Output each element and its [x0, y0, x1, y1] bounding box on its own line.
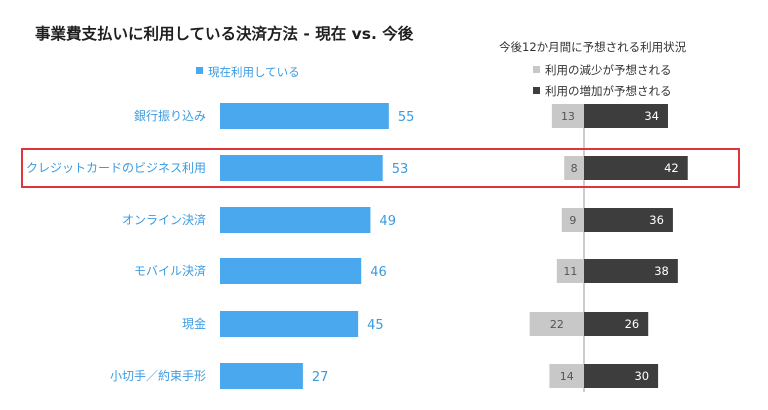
current-value-row-4: 46: [370, 265, 387, 280]
current-bar-row-4: [220, 258, 362, 284]
decrease-bar-row-5: [529, 312, 584, 336]
category-label-row-4: モバイル決済: [134, 263, 206, 278]
decrease-value-row-4: 11: [563, 265, 577, 278]
decrease-bar-row-4: [556, 259, 584, 283]
category-label-row-2: クレジットカードのビジネス利用: [26, 161, 206, 175]
increase-value-row-1: 34: [644, 109, 659, 123]
legend-decrease-swatch: [533, 66, 540, 73]
legend-decrease: 利用の減少が予想される: [533, 62, 672, 78]
current-value-row-3: 49: [379, 214, 396, 229]
increase-bar-row-4: [584, 259, 678, 283]
current-bar-row-1: [220, 103, 389, 129]
legend-current-label: 現在利用している: [208, 65, 300, 79]
increase-bar-row-6: [584, 364, 659, 388]
current-value-row-2: 53: [392, 162, 409, 177]
legend-current: 現在利用している: [196, 64, 300, 80]
increase-value-row-5: 26: [625, 317, 640, 331]
current-value-row-6: 27: [312, 370, 329, 385]
current-bar-row-5: [220, 311, 359, 337]
highlight-box: [21, 148, 740, 188]
category-label-row-6: 小切手／約束手形: [110, 368, 206, 383]
decrease-bar-row-2: [564, 156, 584, 180]
current-bar-row-6: [220, 363, 303, 389]
increase-value-row-4: 38: [654, 264, 669, 278]
increase-bar-row-2: [584, 156, 688, 180]
current-bar-row-3: [220, 207, 371, 233]
decrease-bar-row-3: [561, 208, 584, 232]
decrease-value-row-3: 9: [569, 214, 576, 227]
increase-value-row-6: 30: [634, 369, 649, 383]
current-bar-row-2: [220, 155, 383, 181]
increase-value-row-3: 36: [649, 213, 664, 227]
legend-decrease-label: 利用の減少が予想される: [545, 63, 672, 77]
category-label-row-1: 銀行振り込み: [134, 109, 206, 123]
decrease-bar-row-1: [551, 104, 584, 128]
legend-increase-swatch: [533, 87, 540, 94]
legend-current-swatch: [196, 67, 203, 74]
legend-increase-label: 利用の増加が予想される: [545, 84, 672, 98]
decrease-value-row-2: 8: [571, 162, 578, 175]
category-label-row-5: 現金: [182, 316, 206, 331]
decrease-value-row-6: 14: [560, 370, 574, 383]
current-value-row-1: 55: [398, 110, 415, 125]
increase-bar-row-5: [584, 312, 649, 336]
increase-value-row-2: 42: [664, 161, 679, 175]
increase-bar-row-3: [584, 208, 673, 232]
increase-bar-row-1: [584, 104, 668, 128]
legend-future-title: 今後12か月間に予想される利用状況: [499, 40, 687, 54]
decrease-value-row-1: 13: [561, 110, 575, 123]
current-value-row-5: 45: [367, 318, 384, 333]
legend-increase: 利用の増加が予想される: [533, 83, 672, 99]
decrease-value-row-5: 22: [550, 318, 564, 331]
category-label-row-3: オンライン決済: [122, 212, 206, 227]
chart-title: 事業費支払いに利用している決済方法 - 現在 vs. 今後: [35, 25, 414, 43]
decrease-bar-row-6: [549, 364, 584, 388]
